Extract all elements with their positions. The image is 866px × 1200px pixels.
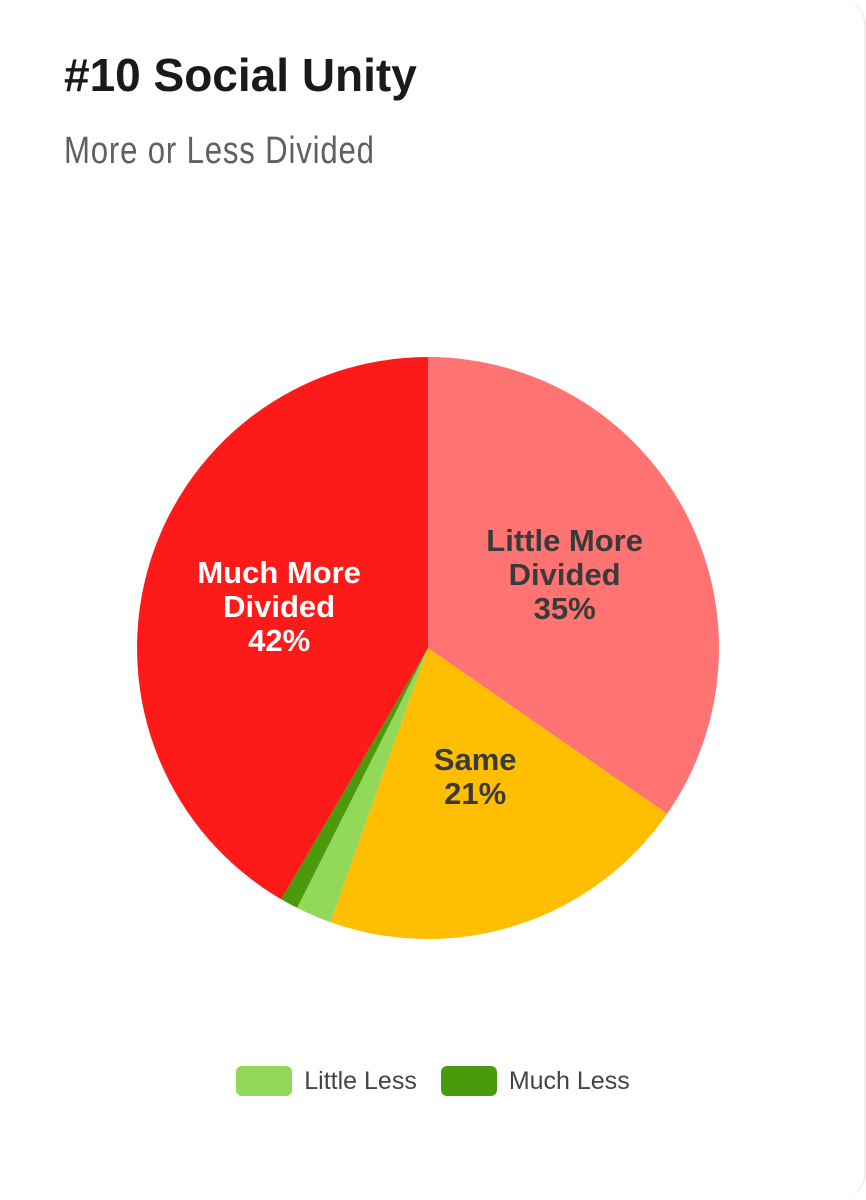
slice-category: Much More Divided (197, 554, 361, 624)
pie-slice (297, 648, 428, 923)
slice-label: Little More Divided 35% (465, 524, 665, 626)
pie-slice (281, 648, 428, 908)
pie-slice (330, 648, 668, 939)
slice-category: Little More Divided (486, 523, 643, 593)
legend-swatch (440, 1066, 497, 1096)
pie-slice (428, 357, 720, 814)
slice-value: 21% (444, 775, 507, 811)
legend-swatch (236, 1066, 293, 1096)
slice-label: Much More Divided 42% (179, 554, 379, 658)
legend-item: Little Less (236, 1066, 417, 1096)
legend-label: Much Less (508, 1066, 630, 1095)
chart-subtitle: More or Less Divided (64, 130, 375, 172)
pie-slice (137, 357, 428, 900)
legend-label: Little Less (304, 1066, 417, 1095)
chart-title: #10 Social Unity (64, 49, 417, 101)
legend-item: Much Less (440, 1066, 630, 1096)
slice-label: Same 21% (375, 741, 575, 811)
slice-category: Same (433, 741, 517, 777)
slice-value: 42% (248, 622, 311, 658)
legend: Little Less Much Less (0, 1066, 866, 1096)
slice-value: 35% (533, 591, 596, 627)
